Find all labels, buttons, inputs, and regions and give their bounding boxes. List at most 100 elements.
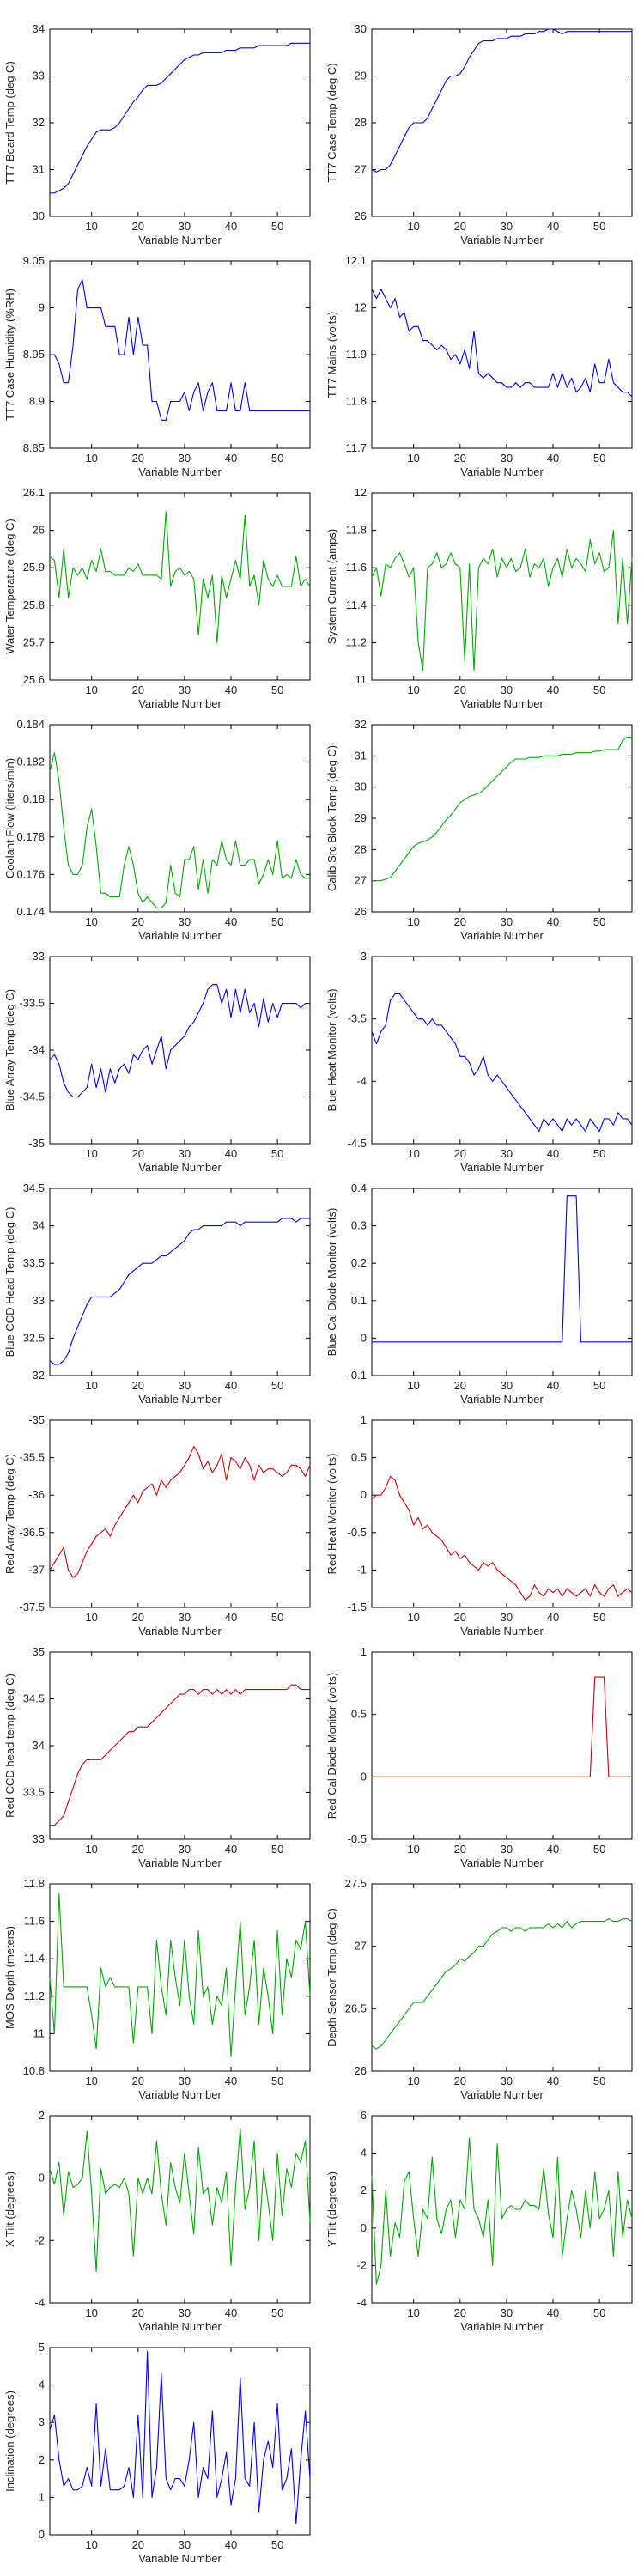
series-line [49,984,310,1098]
x-tick-label: 10 [85,1147,97,1160]
x-tick-label: 40 [225,220,237,233]
y-axis-label: Red Array Temp (deg C) [3,1454,16,1574]
series-line [49,1893,311,2057]
y-tick-label: 11.8 [24,1877,45,1890]
chart-svg: 10 20 30 40 50 25.6 25.7 25.8 25.9 26 26.1 Variable… [3,486,311,710]
x-tick-label: 20 [132,2538,144,2551]
x-tick-label: 50 [593,2306,605,2319]
y-tick-label: 27 [355,874,367,887]
y-axis-label: MOS Depth (meters) [3,1926,16,2029]
x-tick-label: 20 [132,452,144,465]
chart-panel: 10 20 30 40 50 26 26.5 27 27.5 Variable Number Dep… [322,1874,644,2105]
y-tick-label: 11 [33,2026,46,2039]
x-tick-label: 20 [454,1379,466,1392]
y-tick-label: 33 [33,70,45,82]
x-axis-label: Variable Number [460,2088,544,2101]
x-axis-label: Variable Number [460,1393,544,1406]
y-tick-label: 26 [33,524,45,537]
chart-svg: 10 20 30 40 50 -4 -2 0 2 Variable Number X Tilt (d… [3,2109,311,2333]
x-tick-label: 40 [225,2306,237,2319]
y-tick-label: 33 [33,1294,45,1307]
y-tick-label: -35 [28,1137,45,1150]
series-line [371,2137,633,2285]
y-tick-label: 1 [361,1645,367,1658]
plot-frame [49,1883,311,2072]
x-tick-label: 40 [225,1843,237,1856]
y-axis-label: TT7 Case Temp (deg C) [325,63,338,182]
x-tick-label: 20 [454,1147,466,1160]
chart-panel: 10 20 30 40 50 -35 -34.5 -34 -33.5 -33 Variable Nu… [0,946,322,1178]
x-tick-label: 10 [407,1379,419,1392]
chart-panel: 10 20 30 40 50 -1.5 -1 -0.5 0 0.5 1 Variable Number… [322,1410,644,1642]
x-tick-label: 40 [547,915,559,928]
x-tick-label: 50 [271,452,283,465]
chart-svg: 10 20 30 40 50 -1.5 -1 -0.5 0 0.5 1 Variable Number… [325,1413,633,1637]
series-line [50,1684,310,1826]
x-tick-label: 30 [179,1147,191,1160]
chart-svg: 10 20 30 40 50 -4.5 -4 -3.5 -3 Variable Number Blu… [325,950,633,1174]
y-axis-label: X Tilt (degrees) [3,2172,16,2247]
x-tick-label: 30 [179,2538,191,2551]
y-axis-label: TT7 Case Humidity (%RH) [3,289,16,421]
y-tick-label: 32.5 [23,1331,45,1344]
x-axis-label: Variable Number [460,1161,544,1174]
y-tick-label: 0 [39,2528,45,2541]
x-tick-label: 50 [593,2075,605,2087]
y-tick-label: 2 [39,2109,45,2122]
series-line [49,511,311,643]
y-tick-label: -2 [356,2258,367,2271]
y-tick-label: 6 [361,2109,367,2122]
y-tick-label: 0.174 [16,905,45,918]
y-tick-label: 3 [39,2415,45,2428]
chart-svg: 10 20 30 40 50 11 11.2 11.4 11.6 11.8 12 Variable N… [325,486,633,710]
series-line [49,2350,311,2524]
x-tick-label: 10 [407,1843,419,1856]
plot-frame [49,28,311,217]
x-axis-label: Variable Number [460,697,544,710]
chart-panel: 10 20 30 40 50 -0.5 0 0.5 1 Variable Number Red Ca… [322,1642,644,1874]
chart-svg: 10 20 30 40 50 33 33.5 34 34.5 35 Variable Number R… [3,1645,311,1869]
x-tick-label: 50 [271,1379,283,1392]
x-tick-label: 30 [501,1611,513,1624]
y-tick-label: 34 [33,1739,45,1752]
series-line [371,993,633,1133]
x-tick-label: 30 [179,1379,191,1392]
x-tick-label: 50 [593,452,605,465]
y-tick-label: 5 [39,2341,45,2354]
y-tick-label: 12 [355,486,367,499]
chart-svg: 10 20 30 40 50 0.174 0.176 0.178 0.18 0.182 0.184 V… [3,718,311,942]
x-tick-label: 10 [85,1843,97,1856]
series-line [49,1445,311,1578]
x-axis-label: Variable Number [138,697,222,710]
x-tick-label: 50 [593,220,605,233]
x-tick-label: 20 [454,915,466,928]
x-axis-label: Variable Number [460,465,544,478]
x-tick-label: 20 [132,2306,144,2319]
plot-frame [49,1188,311,1376]
x-tick-label: 50 [271,2538,283,2551]
x-tick-label: 20 [132,1147,144,1160]
chart-svg: 10 20 30 40 50 10.8 11 11.2 11.4 11.6 11.8 Variable… [3,1877,311,2101]
y-tick-label: 29 [355,811,367,824]
y-tick-label: 1 [39,2490,45,2503]
y-tick-label: 11.8 [346,395,367,408]
y-tick-label: 11.2 [24,1990,45,2002]
series-line [371,28,632,173]
y-tick-label: 8.9 [29,395,45,408]
y-tick-label: -4.5 [348,1137,367,1150]
x-axis-label: Variable Number [460,1625,544,1637]
y-tick-label: -34.5 [19,1091,45,1103]
y-tick-label: 11 [355,673,368,686]
x-tick-label: 20 [132,1843,144,1856]
x-tick-label: 30 [179,2075,191,2087]
series-line [371,289,633,398]
chart-panel: 10 20 30 40 50 10.8 11 11.2 11.4 11.6 11.8 Variable… [0,1874,322,2105]
y-tick-label: -1.5 [348,1601,367,1613]
x-tick-label: 10 [407,452,419,465]
series-line [49,1218,310,1365]
x-tick-label: 10 [85,915,97,928]
chart-panel: 10 20 30 40 50 11 11.2 11.4 11.6 11.8 12 Variable N… [322,483,644,714]
y-tick-label: -33.5 [19,997,45,1010]
y-axis-label: TT7 Mains (volts) [325,312,338,398]
y-tick-label: 35 [33,1645,45,1658]
